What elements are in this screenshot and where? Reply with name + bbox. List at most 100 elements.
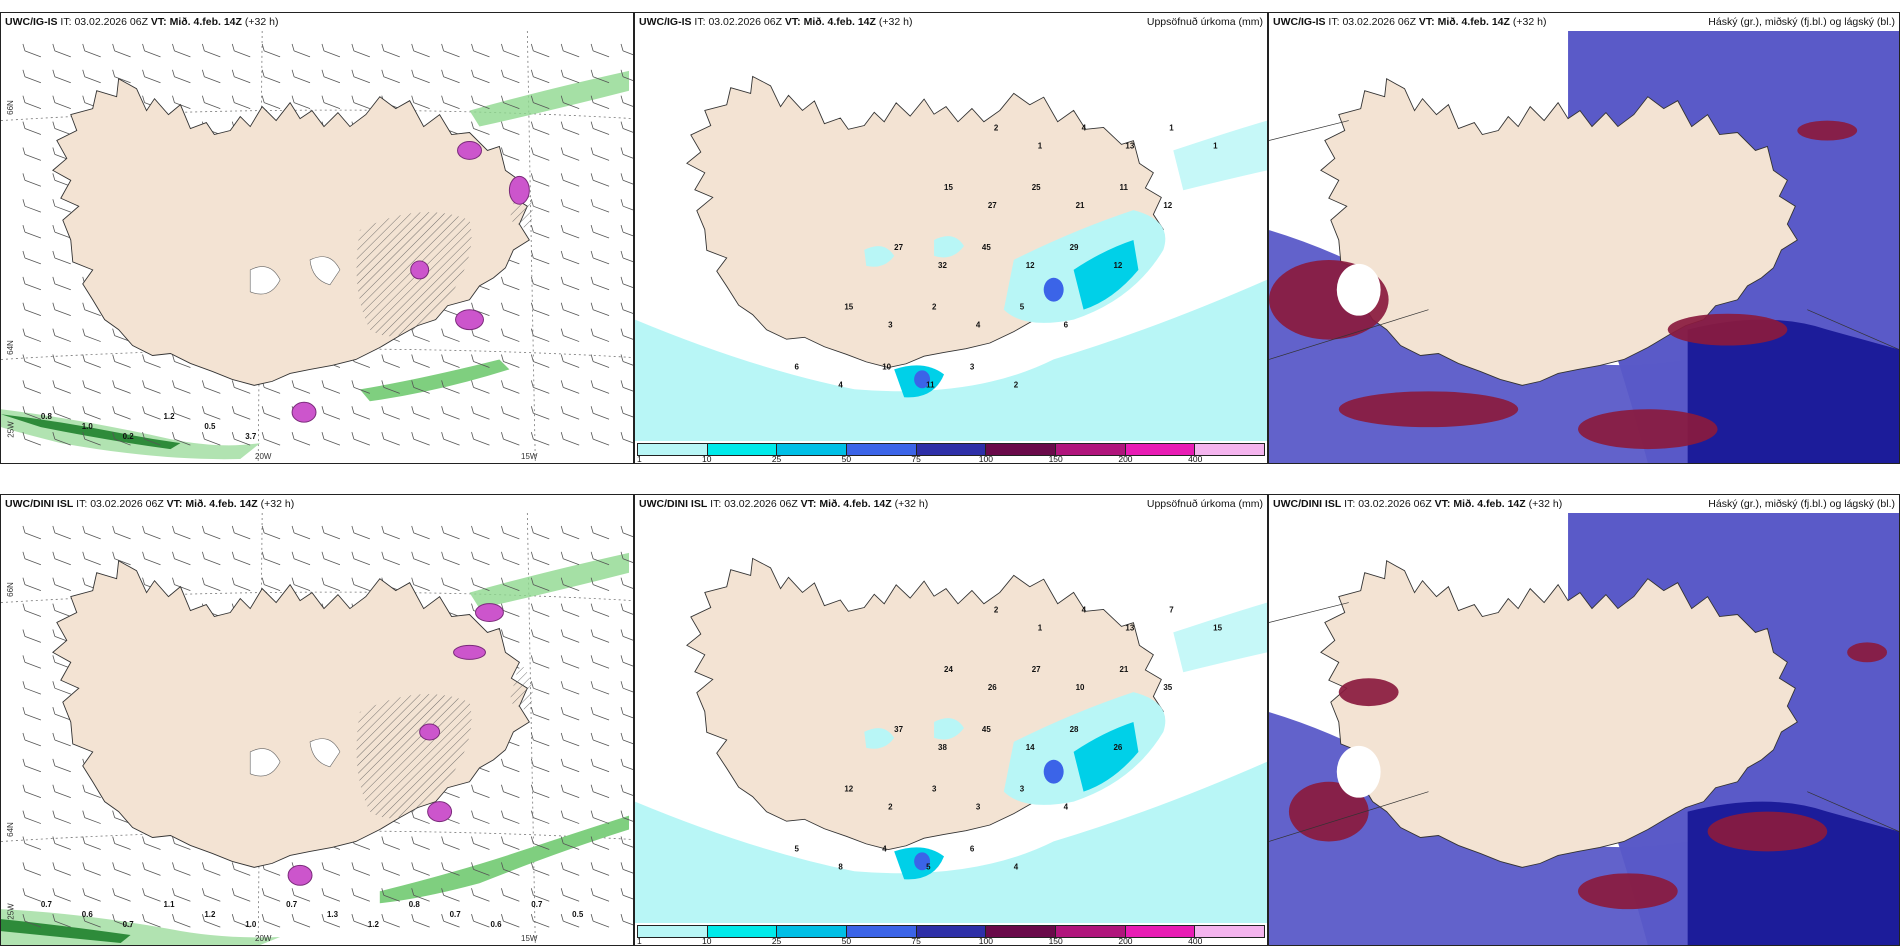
- precip-value-label: 26: [1113, 743, 1122, 752]
- wind-barb: [353, 584, 370, 592]
- wind-barb-flag: [82, 95, 86, 103]
- wind-barb-flag: [560, 577, 564, 585]
- wind-barb-flag: [201, 525, 205, 534]
- ocean-precip: [635, 761, 1267, 923]
- wind-barb: [353, 412, 370, 420]
- longitude-line: [257, 513, 263, 945]
- wind-barb: [84, 894, 101, 902]
- wind-barb: [563, 868, 580, 876]
- wind-barb: [592, 817, 610, 824]
- wind-barb-flag: [261, 888, 265, 896]
- wind-barb: [533, 687, 550, 695]
- wind-barb-flag: [321, 380, 325, 388]
- wind-barb: [503, 532, 520, 540]
- wind-barb: [24, 817, 42, 824]
- precip-value-label: 11: [926, 380, 935, 389]
- wind-barb: [503, 765, 520, 773]
- wind-barb: [54, 361, 71, 368]
- map-area[interactable]: 2 1 4 13 1 1 15 27 25 21 11 12 27 32 45 12 29 12 15 3 2 4 5 6 6 4…: [635, 31, 1267, 441]
- wind-barb: [622, 335, 633, 340]
- map-area[interactable]: 0.8 1.0 0.2 1.2 0.5 3.7: [1, 31, 633, 463]
- wind-barb: [24, 739, 42, 747]
- wind-barb: [622, 386, 633, 392]
- wind-barb-flag: [201, 43, 205, 52]
- colorbar-swatch: [638, 926, 708, 937]
- precip-band: [1, 409, 261, 460]
- wind-barb: [533, 438, 550, 446]
- wind-value-label: 1.2: [204, 910, 216, 919]
- wind-barb-flag: [142, 43, 145, 52]
- precip-band-east: [379, 815, 630, 904]
- wind-barb: [84, 412, 101, 420]
- map-area[interactable]: [1269, 513, 1899, 945]
- wind-barb: [413, 50, 430, 58]
- wind-barb-flag: [321, 577, 325, 585]
- wind-barb: [54, 894, 71, 902]
- wind-barb-flag: [560, 732, 564, 741]
- wind-barb: [413, 843, 430, 850]
- wind-barb: [174, 102, 191, 110]
- wind-barb-flag: [22, 250, 26, 259]
- vt-label: VT:: [166, 498, 183, 510]
- wind-barb-flag: [530, 577, 534, 585]
- wind-barb-flag: [82, 354, 86, 362]
- wind-barb: [563, 309, 580, 317]
- precip-value-label: 12: [1163, 201, 1172, 210]
- snow-hatch-area: [356, 694, 472, 819]
- panel-header: UWC/IG-IS IT: 03.02.2026 06Z VT: Mið. 4.…: [1269, 13, 1899, 31]
- wind-barb: [234, 584, 251, 592]
- wind-barb-flag: [112, 354, 116, 362]
- map-area[interactable]: 2 1 4 13 7 15 24 26 27 10 21 35 37 38 45 14 28 26 12 2 3 3 3 4 5…: [635, 513, 1267, 923]
- map-area[interactable]: [1269, 31, 1899, 463]
- wind-barb: [353, 76, 370, 84]
- lon-label: 25W: [6, 903, 16, 920]
- wind-barb-flag: [471, 43, 474, 52]
- wind-barb-flag: [560, 199, 564, 207]
- precip-value-label: 5: [794, 844, 799, 853]
- colorbar-tick-label: 50: [841, 936, 852, 946]
- wind-barb: [84, 361, 101, 368]
- wind-barb: [144, 868, 161, 876]
- wind-barb: [622, 154, 633, 159]
- wind-barb-flag: [112, 525, 116, 534]
- wind-barb-flag: [142, 914, 145, 922]
- wind-barb-flag: [471, 836, 474, 844]
- wind-barb-flag: [441, 577, 444, 585]
- wind-barb: [383, 438, 400, 446]
- wind-barb-flag: [172, 432, 175, 440]
- wind-barb: [323, 386, 341, 394]
- wind-barb-flag: [620, 43, 624, 52]
- wind-barb: [114, 532, 131, 540]
- wind-barb: [383, 361, 400, 368]
- vt-label: VT:: [1418, 16, 1435, 28]
- wind-barb-flag: [471, 914, 474, 922]
- low-cloud-area: [1687, 319, 1899, 463]
- wind-barb: [234, 558, 251, 566]
- wind-barb: [503, 868, 520, 876]
- precip-core: [1, 414, 181, 450]
- wind-barb-flag: [52, 914, 56, 922]
- map-area[interactable]: 0.7 0.6 0.7 1.1 1.2 1.0 0.7 1.3 1.2 0.8 0.7 0.6 0.7 0…: [1, 513, 633, 945]
- wind-barb: [563, 154, 580, 161]
- precip-value-label: 4: [976, 321, 981, 330]
- wind-barb: [323, 76, 341, 84]
- wind-barb: [443, 102, 460, 110]
- wind-barb: [383, 843, 400, 850]
- wind-barb-flag: [261, 406, 265, 414]
- wind-barb: [622, 309, 633, 314]
- ocean-precip-north: [1173, 602, 1267, 673]
- lead-time: (+32 h): [1528, 498, 1563, 510]
- wind-barb-flag: [351, 406, 355, 414]
- wind-barb: [54, 532, 71, 540]
- wind-barb-flag: [112, 43, 116, 52]
- wind-barb-flag: [82, 525, 86, 534]
- panel-cloud-top: UWC/IG-IS IT: 03.02.2026 06Z VT: Mið. 4.…: [1268, 12, 1900, 464]
- precip-value-label: 13: [1125, 623, 1134, 632]
- wind-barb-flag: [52, 95, 56, 103]
- wind-barb-flag: [501, 354, 504, 362]
- wind-barb-flag: [411, 836, 415, 844]
- precip-value-label: 3: [970, 362, 975, 371]
- wind-barb-flag: [471, 354, 474, 362]
- wind-barb: [54, 76, 71, 84]
- wind-barb-flag: [82, 380, 86, 388]
